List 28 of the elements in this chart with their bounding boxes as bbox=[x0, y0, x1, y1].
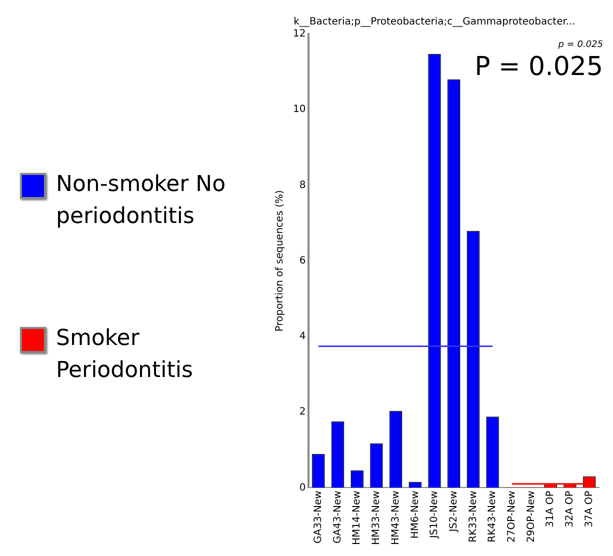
x-tick-label: 32A OP bbox=[564, 490, 576, 528]
x-tick-label: 29OP-New bbox=[526, 490, 537, 543]
x-tick-label: 37A OP bbox=[584, 490, 595, 528]
y-tick-label: 10 bbox=[292, 104, 306, 116]
y-tick-label: 8 bbox=[299, 180, 306, 191]
annotation: p = 0.025 bbox=[557, 40, 604, 50]
x-tick-label: 27OP-New bbox=[506, 490, 518, 543]
x-tick-label: 31A OP bbox=[545, 490, 556, 528]
y-axis-title: Proportion of sequences (%) bbox=[274, 190, 286, 332]
x-tick-label: GA43-New bbox=[332, 490, 344, 544]
x-tick-label: HM14-New bbox=[352, 490, 363, 546]
x-tick-label: JS10-New bbox=[429, 490, 440, 540]
x-tick-label: JS2-New bbox=[448, 490, 460, 533]
x-tick-label: HM6-New bbox=[410, 490, 421, 539]
x-tick-label: GA33-New bbox=[312, 490, 324, 544]
chart-title: k__Bacteria;p__Proteobacteria;c__Gammaproteobacter... bbox=[294, 16, 576, 28]
y-tick-label: 0 bbox=[299, 482, 306, 494]
y-tick-label: 2 bbox=[299, 406, 306, 418]
y-tick-label: 4 bbox=[299, 331, 306, 342]
x-tick-label: RK43-New bbox=[487, 490, 498, 542]
x-tick-label: HM33-New bbox=[371, 490, 382, 546]
y-tick-label: 12 bbox=[292, 28, 306, 40]
x-tick-label: RK33-New bbox=[468, 490, 479, 542]
y-tick-label: 6 bbox=[299, 255, 306, 266]
annotation: P = 0.025 bbox=[474, 52, 603, 82]
legend-label: Smoker Periodontitis bbox=[56, 325, 194, 385]
legend-label: Non-smoker No periodontitis bbox=[56, 171, 227, 231]
x-tick-label: HM43-New bbox=[390, 490, 402, 546]
